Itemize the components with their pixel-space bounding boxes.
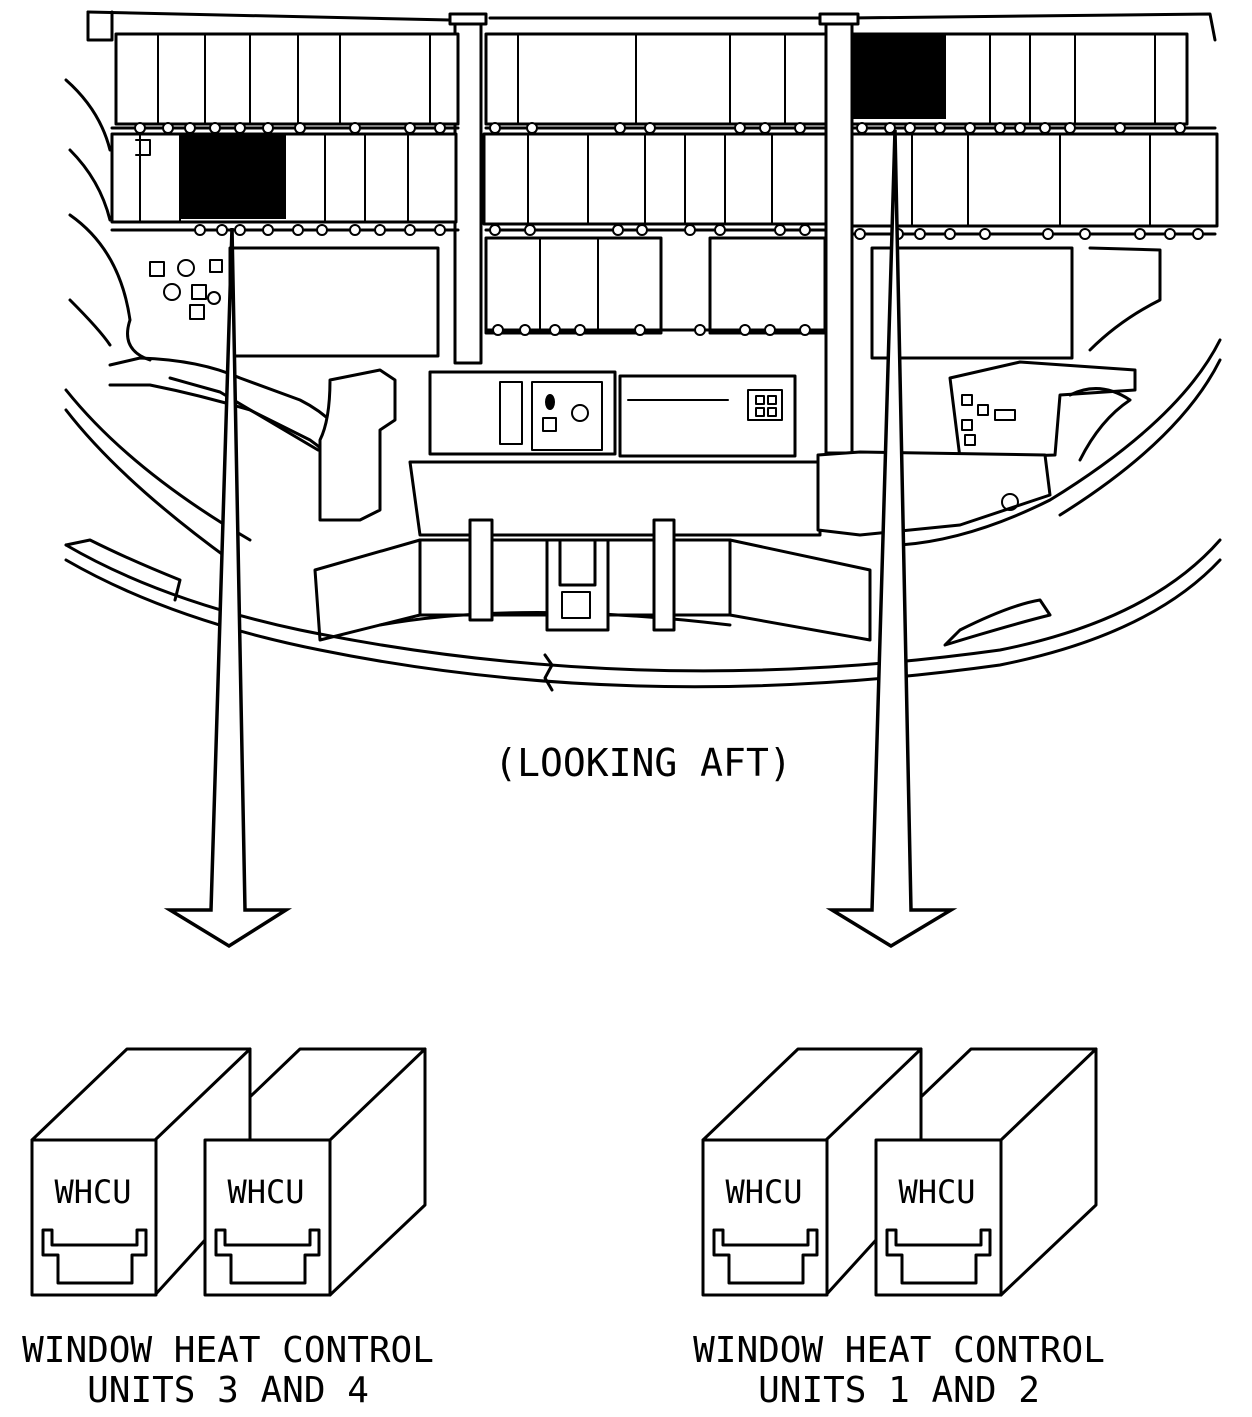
- upper-shelf-mid: [484, 32, 828, 126]
- break-mark: [543, 653, 554, 692]
- left-edge-curve-2: [68, 148, 112, 222]
- frame-top-right: [848, 12, 1217, 42]
- upper-shelf-left-boxes: [157, 33, 431, 125]
- lower-bay-right-panel: [1088, 246, 1162, 352]
- lower-bay-right-box: [870, 246, 1074, 360]
- center-panel-plate: [531, 381, 603, 451]
- view-label: (LOOKING AFT): [494, 741, 791, 785]
- whcu-unit: WHCU: [874, 1047, 1098, 1297]
- floor-frame-left: [313, 538, 422, 642]
- floor-posts: [468, 518, 676, 632]
- lower-rail-rivets: [194, 224, 1204, 240]
- whcu-label: WHCU: [725, 1173, 802, 1211]
- middle-shelf-mid: [482, 132, 828, 226]
- upper-shelf-mid-boxes: [517, 33, 786, 125]
- center-panel-slot: [499, 381, 523, 445]
- fuselage-left-arc: [64, 388, 252, 542]
- lower-bay-left-box: [228, 246, 440, 358]
- panel-knob: [571, 404, 589, 422]
- left-strut-line: [168, 376, 320, 452]
- post-cap-left: [448, 12, 488, 26]
- upper-shelf-left: [114, 32, 460, 126]
- rack-post-right: [824, 16, 854, 455]
- lower-bay-mid-right-box: [708, 236, 827, 335]
- handle-icon: [712, 1228, 819, 1285]
- handle-icon: [885, 1228, 992, 1285]
- fuselage-outer-arc-2: [64, 558, 1222, 689]
- whcu-1-2-location-highlight: [851, 35, 946, 119]
- whcu-unit: WHCU: [30, 1047, 252, 1297]
- lower-bay-mid-dividers: [539, 237, 599, 334]
- handle-icon: [214, 1228, 321, 1285]
- floor-beam: [408, 460, 822, 537]
- frame-left-top: [86, 10, 114, 42]
- left-edge-curve: [64, 78, 112, 152]
- whcu-group-3-4: WHCU WHCU WINDOW HEAT CONTROL UNITS 3 AN…: [22, 1047, 434, 1411]
- connector-block: [747, 389, 783, 421]
- left-edge-curve-3: [68, 213, 152, 362]
- left-connector-panel: [149, 259, 223, 320]
- floor-edge: [378, 611, 732, 627]
- fuselage-left-arc-2: [64, 408, 232, 562]
- fuselage-right-arc: [898, 338, 1222, 547]
- whcu-1-2-caption-line2: UNITS 1 AND 2: [758, 1370, 1040, 1411]
- right-bracket-connectors: [961, 394, 1016, 446]
- whcu-3-4-caption-line1: WINDOW HEAT CONTROL: [22, 1330, 434, 1371]
- floor-panel-left: [64, 538, 182, 602]
- fuselage-outer-arc: [64, 538, 1222, 673]
- post-cap-right: [818, 12, 860, 26]
- whcu-3-4-location-highlight: [179, 133, 286, 219]
- middle-shelf-right-boxes: [911, 133, 1151, 227]
- whcu-group-1-2: WHCU WHCU WINDOW HEAT CONTROL UNITS 1 AN…: [693, 1047, 1105, 1411]
- whcu-unit: WHCU: [701, 1047, 923, 1297]
- panel-switch: [542, 417, 557, 432]
- fuselage-right-arc-2: [1058, 358, 1222, 517]
- whcu-label: WHCU: [227, 1173, 304, 1211]
- floor-panel-right: [943, 598, 1052, 647]
- middle-shelf-mid-boxes: [527, 133, 773, 225]
- whcu-label: WHCU: [898, 1173, 975, 1211]
- whcu-1-2-caption-line1: WINDOW HEAT CONTROL: [693, 1330, 1105, 1371]
- left-edge-curve-4: [68, 298, 112, 347]
- left-bracket: [318, 368, 397, 522]
- handle-icon: [41, 1228, 148, 1285]
- floor-frame-right: [728, 538, 872, 642]
- floor-beam-right: [816, 450, 1052, 537]
- callout-arrow-1-2: [825, 129, 958, 949]
- whcu-label: WHCU: [54, 1173, 131, 1211]
- upper-shelf-right-boxes: [989, 33, 1156, 125]
- middle-shelf-left-boxes: [135, 133, 409, 223]
- middle-shelf-right: [850, 132, 1219, 228]
- whcu-3-4-caption-line2: UNITS 3 AND 4: [87, 1370, 369, 1411]
- frame-top-left: [86, 10, 452, 22]
- lower-bay-mid-rivets: [492, 324, 811, 336]
- lower-bay-mid-box: [484, 236, 663, 335]
- callout-arrow-3-4: [163, 227, 293, 949]
- equipment-rack: [64, 10, 1222, 692]
- whcu-unit: WHCU: [203, 1047, 427, 1297]
- floor-beam-bolt: [1001, 493, 1019, 511]
- right-bracket-curve: [1068, 387, 1132, 462]
- indicator-dot: [545, 394, 555, 410]
